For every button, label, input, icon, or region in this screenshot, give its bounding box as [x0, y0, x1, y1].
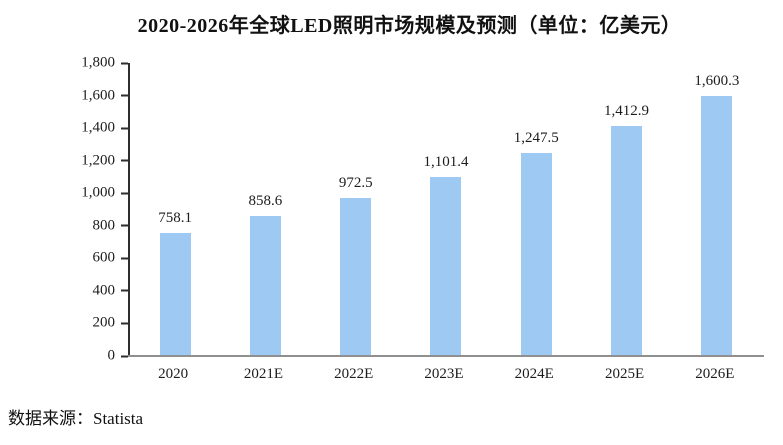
bar-value-label: 1,101.4 [423, 153, 469, 170]
y-tick-mark [121, 257, 128, 260]
bar-value-label: 1,247.5 [513, 129, 559, 146]
x-axis-label: 2024E [514, 366, 554, 382]
y-tick-label: 1,000 [81, 184, 115, 201]
y-tick-mark [121, 62, 128, 64]
y-tick-mark [121, 127, 128, 130]
y-tick-label: 600 [92, 249, 116, 266]
bar-value-label: 858.6 [248, 193, 283, 210]
y-tick: 800 [92, 217, 128, 234]
y-tick-mark [121, 355, 128, 357]
x-axis-label: 2026E [695, 366, 735, 382]
y-tick: 0 [107, 347, 128, 364]
bar-column: 758.1 [130, 63, 220, 356]
bar-value-label: 758.1 [158, 209, 193, 226]
y-tick-label: 1,400 [81, 119, 115, 136]
bar [249, 216, 281, 356]
bar-value-label: 1,600.3 [694, 72, 740, 89]
plot-area: 758.1 858.6 972.5 1,101.4 1,247.5 1,412.9 1,60… [128, 63, 764, 357]
y-axis: 1,800 1,600 1,400 1,200 1,000 800 600 400 200 0 [0, 55, 128, 363]
chart-title: 2020-2026年全球LED照明市场规模及预测（单位：亿美元） [137, 15, 682, 37]
y-tick-label: 400 [92, 282, 116, 299]
x-axis-labels: 2020 2021E 2022E 2023E 2024E 2025E 2026E [128, 366, 760, 383]
y-tick-label: 200 [92, 314, 116, 331]
y-tick-label: 800 [92, 217, 116, 234]
y-tick: 1,400 [81, 119, 128, 136]
bar [701, 95, 733, 356]
bar-column: 858.6 [220, 63, 310, 356]
bar-column: 1,600.3 [672, 63, 762, 356]
x-axis-label: 2022E [334, 366, 374, 382]
bar-column: 1,412.9 [581, 63, 671, 356]
y-tick: 1,600 [81, 88, 128, 103]
bar [340, 197, 372, 356]
y-tick-label: 1,800 [81, 54, 115, 71]
y-tick: 1,200 [81, 153, 128, 168]
source-note: 数据来源：Statista [8, 409, 144, 428]
y-tick-mark [121, 94, 128, 97]
y-tick-label: 1,200 [81, 152, 115, 169]
y-tick-mark [121, 289, 128, 292]
y-tick: 400 [92, 282, 128, 299]
x-axis-label: 2025E [604, 366, 645, 382]
y-tick-label: 0 [107, 347, 116, 364]
y-tick: 1,800 [81, 54, 128, 71]
y-tick-mark [121, 159, 128, 162]
bars-row: 758.1 858.6 972.5 1,101.4 1,247.5 1,412.9 1,60… [130, 63, 762, 356]
y-tick-mark [121, 224, 128, 227]
bar-column: 1,247.5 [491, 63, 581, 356]
y-tick-label: 1,600 [81, 87, 115, 104]
bar [611, 126, 643, 356]
bar [159, 232, 191, 356]
y-tick: 200 [92, 314, 128, 331]
x-axis-label: 2020 [158, 366, 189, 382]
y-tick: 1,000 [81, 184, 128, 201]
bar [520, 152, 552, 356]
bar-value-label: 972.5 [338, 174, 373, 191]
y-tick-mark [121, 192, 128, 195]
x-axis-label: 2021E [243, 366, 283, 382]
y-tick-mark [121, 322, 128, 325]
x-axis-line [128, 355, 764, 357]
bar [430, 176, 462, 356]
bar-column: 1,101.4 [401, 63, 491, 356]
x-axis-label: 2023E [424, 366, 464, 382]
y-tick: 600 [92, 249, 128, 266]
bar-column: 972.5 [311, 63, 401, 356]
bar-value-label: 1,412.9 [604, 103, 650, 120]
